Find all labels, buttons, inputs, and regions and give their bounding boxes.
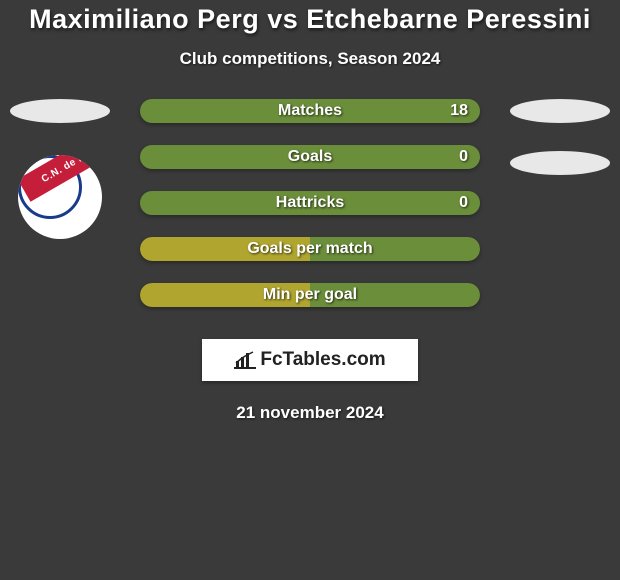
stat-bar: Matches 18	[140, 99, 480, 123]
right-player-column	[500, 99, 620, 203]
stat-bar: Hattricks 0	[140, 191, 480, 215]
main-area: C.N. de F Matches18Goals0Hattricks0Goals…	[0, 99, 620, 307]
player-photo-placeholder	[10, 99, 110, 123]
chart-icon	[234, 351, 256, 369]
stat-label: Min per goal	[263, 286, 357, 304]
left-player-column: C.N. de F	[0, 99, 120, 239]
stat-value-right: 0	[459, 148, 468, 166]
comparison-card: Maximiliano Perg vs Etchebarne Peressini…	[0, 0, 620, 423]
club-badge-left: C.N. de F	[18, 155, 102, 239]
stat-bar: Goals 0	[140, 145, 480, 169]
stat-value-right: 18	[450, 102, 468, 120]
stat-value-right: 0	[459, 194, 468, 212]
stats-column: Matches 18 Goals 0 Hattricks 0 Goals per match…	[140, 99, 480, 307]
stat-bar: Min per goal	[140, 283, 480, 307]
stat-label: Matches	[278, 102, 342, 120]
subtitle: Club competitions, Season 2024	[0, 49, 620, 69]
club-badge-placeholder	[510, 151, 610, 175]
brand-watermark: FcTables.com	[202, 339, 418, 381]
stat-label: Hattricks	[276, 194, 344, 212]
date-line: 21 november 2024	[0, 403, 620, 423]
page-title: Maximiliano Perg vs Etchebarne Peressini	[0, 4, 620, 35]
player-photo-placeholder	[510, 99, 610, 123]
stat-label: Goals	[288, 148, 332, 166]
stat-bar: Goals per match	[140, 237, 480, 261]
stat-label: Goals per match	[247, 240, 372, 258]
brand-text: FcTables.com	[260, 349, 385, 371]
